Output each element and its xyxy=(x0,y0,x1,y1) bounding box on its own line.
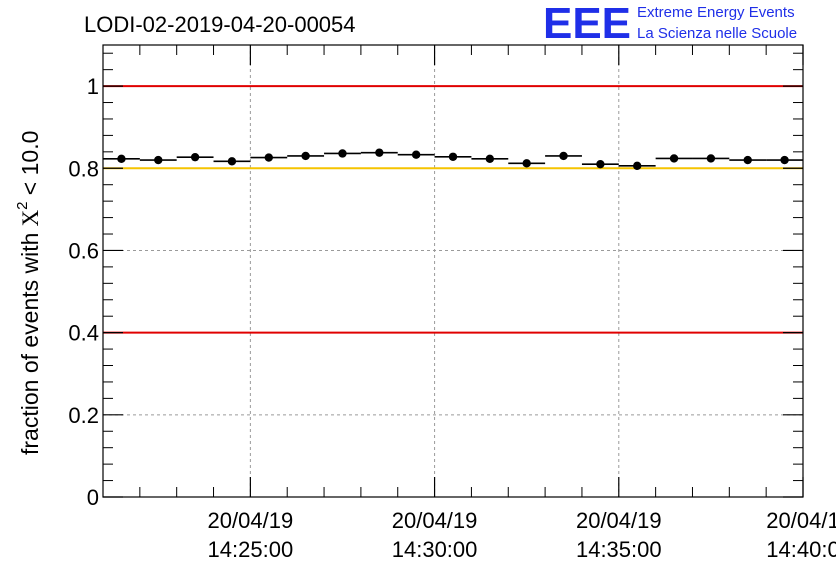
data-point xyxy=(301,151,310,161)
data-point xyxy=(522,159,531,168)
axis-ticks xyxy=(102,45,804,498)
chi-superscript: 2 xyxy=(14,202,31,210)
chart-title: LODI-02-2019-04-20-00054 xyxy=(84,12,356,37)
y-tick-label: 0.2 xyxy=(68,403,99,428)
x-tick-date: 20/04/19 xyxy=(208,508,294,533)
x-tick-date: 20/04/19 xyxy=(392,508,478,533)
data-point xyxy=(264,153,273,162)
y-tick-labels: 0 0.2 0.4 0.6 0.8 1 xyxy=(68,74,99,510)
logo-mark: EEE xyxy=(543,0,631,48)
data-point xyxy=(706,154,716,163)
grid-layer xyxy=(103,45,803,497)
plot-frame xyxy=(102,44,804,498)
reference-lines xyxy=(103,85,803,334)
eee-logo: EEE Extreme Energy Events La Scienza nel… xyxy=(543,0,797,48)
data-point xyxy=(743,155,752,165)
data-point xyxy=(596,159,605,169)
y-tick-label: 0 xyxy=(87,485,99,510)
data-point xyxy=(669,154,679,163)
data-point xyxy=(559,151,568,161)
data-point xyxy=(780,155,789,165)
y-tick-label: 0.6 xyxy=(68,238,99,263)
chi-threshold: < 10.0 xyxy=(17,131,43,202)
y-tick-label: 0.8 xyxy=(68,156,99,181)
data-point xyxy=(633,161,642,171)
y-tick-label: 1 xyxy=(87,74,99,99)
data-point xyxy=(411,150,421,159)
x-tick-time: 14:40:0 xyxy=(766,537,836,562)
data-point xyxy=(227,157,237,166)
chi-symbol: X xyxy=(18,210,43,227)
x-tick-date: 20/04/19 xyxy=(576,508,662,533)
x-tick-labels: 20/04/19 14:25:00 20/04/19 14:30:00 20/04/19… xyxy=(208,508,836,562)
data-point xyxy=(448,152,458,161)
y-axis-label-text: fraction of events with xyxy=(17,233,43,455)
data-point xyxy=(154,155,163,165)
data-point xyxy=(338,149,347,158)
data-point xyxy=(190,152,200,162)
data-points xyxy=(103,148,803,171)
logo-line2: La Scienza nelle Scuole xyxy=(637,25,797,42)
x-tick-time: 14:25:00 xyxy=(208,537,294,562)
x-tick-time: 14:30:00 xyxy=(392,537,478,562)
logo-line1: Extreme Energy Events xyxy=(637,4,795,21)
y-axis-label: fraction of events with X2 < 10.0 xyxy=(14,131,43,455)
x-tick-time: 14:35:00 xyxy=(576,537,662,562)
data-point xyxy=(375,148,384,157)
y-tick-label: 0.4 xyxy=(68,321,99,346)
x-tick-date: 20/04/1 xyxy=(766,508,836,533)
data-point xyxy=(117,154,126,164)
data-point xyxy=(485,154,495,164)
